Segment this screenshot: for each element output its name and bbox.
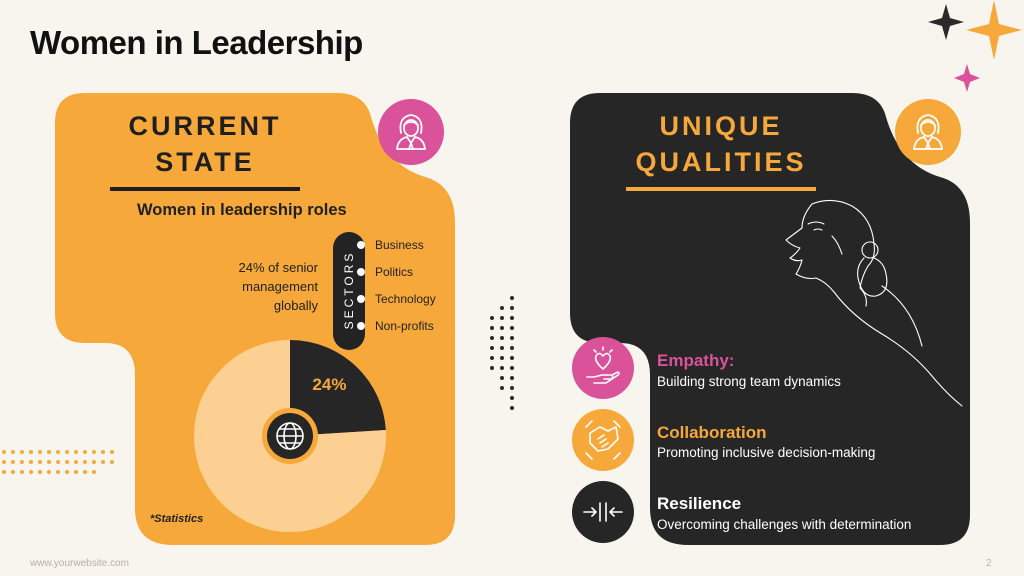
heading-underline — [110, 187, 300, 191]
heading-line: UNIQUE — [659, 111, 783, 141]
sectors-label: SECTORS — [342, 250, 356, 330]
globe-icon — [276, 422, 304, 450]
dot-grid-decoration — [490, 296, 514, 410]
leader-icon-badge — [895, 99, 961, 165]
woman-profile-line-art — [785, 199, 963, 407]
collaboration-badge — [572, 409, 634, 471]
quality-description: Building strong team dynamics — [657, 374, 841, 389]
sparkle-icon — [954, 64, 980, 92]
sector-dot — [357, 241, 365, 249]
unique-qualities-heading: UNIQUE QUALITIES — [626, 108, 816, 180]
stat-line: 24% of senior — [238, 260, 319, 275]
chart-subheading: Women in leadership roles — [137, 201, 347, 219]
slide-title: Women in Leadership — [30, 24, 363, 61]
footer-url: www.yourwebsite.com — [30, 558, 129, 569]
heart-hand-icon — [586, 346, 620, 384]
stat-text: 24% of senior management globally — [200, 258, 319, 315]
sector-item: Politics — [375, 265, 414, 279]
sparkle-decoration — [928, 0, 1022, 92]
empathy-badge — [572, 337, 634, 399]
leader-icon-badge — [378, 99, 444, 165]
handshake-icon — [585, 420, 621, 460]
quality-title: Empathy: — [657, 351, 735, 370]
businesswoman-icon — [913, 114, 943, 150]
quality-description: Overcoming challenges with determination — [657, 517, 912, 532]
statistics-note: *Statistics — [150, 513, 204, 525]
quality-title: Collaboration — [657, 423, 767, 442]
sector-item: Technology — [375, 292, 436, 306]
pie-data-label: 24% — [312, 375, 346, 394]
sector-dot — [357, 295, 365, 303]
stat-line: management — [242, 279, 318, 294]
businesswoman-icon — [396, 114, 426, 150]
heading-underline — [626, 187, 816, 191]
sector-item: Business — [375, 238, 424, 252]
sparkle-icon — [966, 0, 1022, 60]
quality-title: Resilience — [657, 494, 742, 513]
unique-qualities-card — [570, 93, 970, 545]
heading-line: CURRENT — [128, 111, 282, 141]
dot-grid-decoration — [2, 450, 114, 474]
heading-line: STATE — [155, 147, 255, 177]
globe-badge-inner — [267, 413, 313, 459]
current-state-heading: CURRENT STATE — [110, 108, 300, 180]
sparkle-icon — [928, 4, 964, 40]
sector-item: Non-profits — [375, 319, 434, 333]
stat-line: globally — [273, 298, 318, 313]
pie-slice — [290, 340, 386, 436]
globe-badge — [262, 408, 318, 464]
page-number: 2 — [986, 558, 992, 569]
resilience-badge — [572, 481, 634, 543]
heading-line: QUALITIES — [635, 147, 807, 177]
arrows-in-icon — [583, 502, 623, 522]
sectors-pill: SECTORS — [333, 232, 365, 350]
sector-dot — [357, 268, 365, 276]
quality-description: Promoting inclusive decision-making — [657, 445, 876, 460]
sector-dot — [357, 322, 365, 330]
